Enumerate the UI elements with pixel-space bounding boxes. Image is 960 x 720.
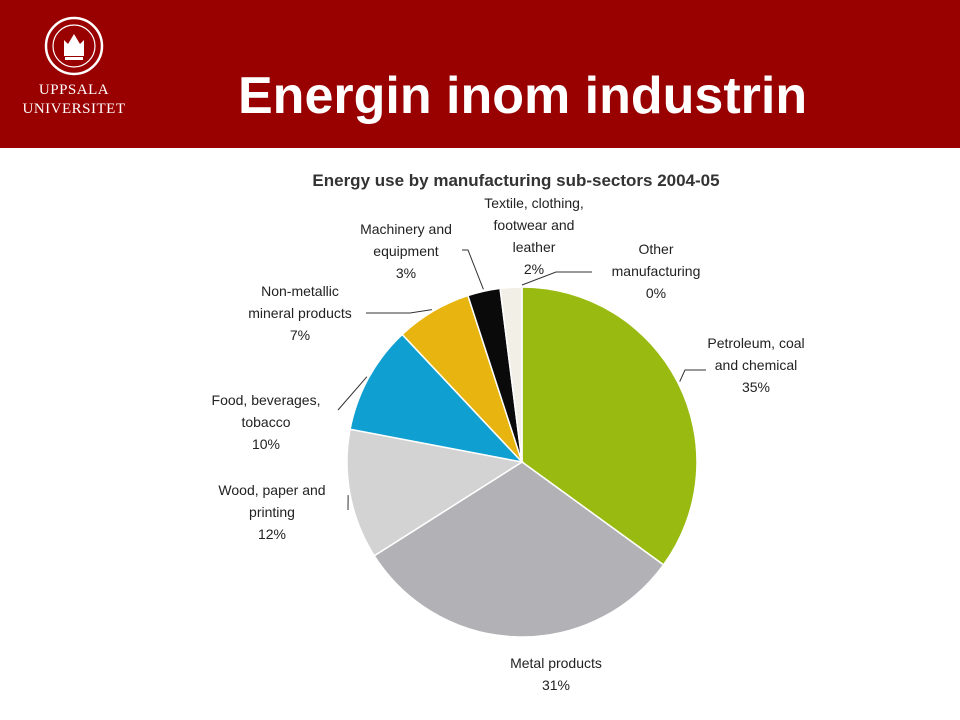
university-logo: UPPSALA UNIVERSITET — [12, 16, 136, 128]
leader-line — [366, 309, 432, 314]
pie-slices — [346, 286, 698, 638]
slice-name-line: leather — [513, 239, 556, 255]
slice-label: Metal products 31% — [510, 655, 602, 693]
slice-label: Textile, clothing, footwear and leather 2% — [484, 195, 584, 277]
leader-line — [462, 249, 484, 290]
leader-line — [521, 271, 592, 286]
slice-name-line: Food, beverages, — [212, 392, 321, 408]
slice-name-line: Textile, clothing, — [484, 195, 584, 211]
leader-line — [679, 369, 706, 382]
pie-slice — [499, 286, 523, 463]
slice-name-line: and chemical — [715, 357, 798, 373]
slice-name-line: tobacco — [241, 414, 290, 430]
slice-name-line: manufacturing — [612, 263, 701, 279]
slice-name-line: printing — [249, 504, 295, 520]
slice-value-label: 7% — [290, 327, 310, 343]
slice-name-line: Metal products — [510, 655, 602, 671]
slice-name-line: Other — [638, 241, 673, 257]
slide-title: Energin inom industrin — [238, 67, 808, 125]
leader-lines — [337, 249, 706, 511]
slice-value-label: 10% — [252, 436, 280, 452]
slice-value-label: 0% — [646, 285, 666, 301]
slice-value-label: 2% — [524, 261, 544, 277]
slice-name-line: footwear and — [494, 217, 575, 233]
slice-label: Food, beverages, tobacco 10% — [212, 392, 321, 452]
leader-line — [337, 376, 368, 411]
slice-value-label: 31% — [542, 677, 570, 693]
slice-label: Other manufacturing 0% — [612, 241, 701, 301]
slice-value-label: 35% — [742, 379, 770, 395]
slice-label: Petroleum, coal and chemical 35% — [707, 335, 804, 395]
slice-name-line: Petroleum, coal — [707, 335, 804, 351]
slice-label: Non-metallic mineral products 7% — [248, 283, 352, 343]
slice-name-line: equipment — [373, 243, 438, 259]
pie-chart: Energy use by manufacturing sub-sectors … — [212, 171, 805, 693]
slice-value-label: 3% — [396, 265, 416, 281]
slice-label: Wood, paper and printing 12% — [218, 482, 325, 542]
chart-title: Energy use by manufacturing sub-sectors … — [312, 171, 719, 190]
logo-text-line2: UNIVERSITET — [22, 101, 126, 117]
slice-label: Machinery and equipment 3% — [360, 221, 452, 281]
pie-slice — [346, 428, 525, 557]
slice-name-line: Wood, paper and — [218, 482, 325, 498]
slice-labels: Petroleum, coal and chemical 35% Metal prod… — [212, 195, 805, 693]
slice-name-line: Non-metallic — [261, 283, 339, 299]
slice-name-line: Machinery and — [360, 221, 452, 237]
pie-slice — [373, 461, 665, 638]
slice-name-line: mineral products — [248, 305, 352, 321]
slide-header: UPPSALA UNIVERSITET Energin inom industr… — [0, 0, 960, 148]
pie-slice — [349, 333, 525, 464]
logo-text-line1: UPPSALA — [38, 82, 110, 98]
slice-value-label: 12% — [258, 526, 286, 542]
pie-slice — [521, 286, 698, 566]
university-seal-icon — [44, 16, 104, 76]
